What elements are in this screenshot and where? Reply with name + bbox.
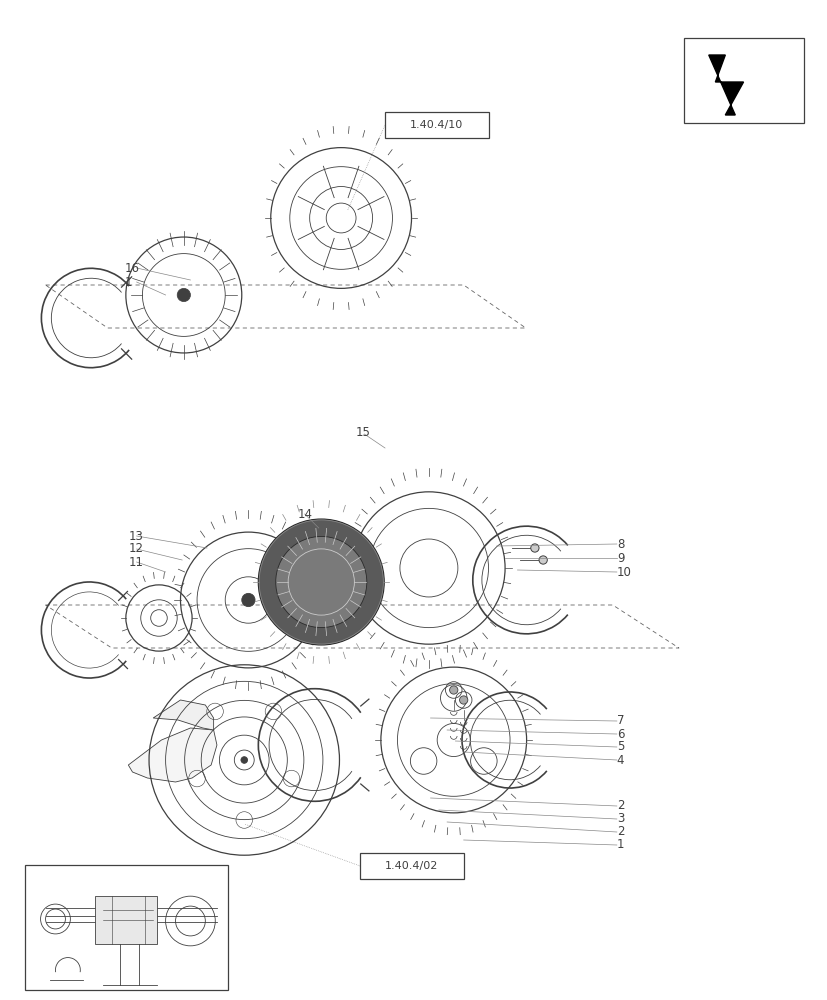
Text: 1: 1	[124, 275, 131, 288]
Text: 9: 9	[616, 552, 624, 564]
Bar	[95, 896, 157, 944]
Circle shape	[275, 536, 366, 628]
Circle shape	[530, 544, 538, 552]
Text: 5: 5	[616, 740, 624, 754]
Text: 1: 1	[616, 838, 624, 851]
Circle shape	[449, 686, 457, 694]
Text: 2: 2	[616, 799, 624, 812]
Text: 1.40.4/02: 1.40.4/02	[385, 861, 438, 871]
Text: 13: 13	[128, 530, 143, 542]
Text: 16: 16	[124, 261, 139, 274]
Text: 12: 12	[128, 542, 143, 556]
Text: 3: 3	[616, 812, 624, 825]
Text: 1.40.4/10: 1.40.4/10	[409, 120, 463, 130]
Polygon shape	[708, 55, 743, 115]
Circle shape	[177, 288, 190, 302]
Bar	[25, 865, 227, 990]
Text: 2: 2	[616, 825, 624, 838]
Text: 11: 11	[128, 556, 143, 568]
Text: 8: 8	[616, 538, 624, 550]
Text: 14: 14	[298, 508, 313, 520]
Text: 10: 10	[616, 566, 631, 578]
Circle shape	[258, 519, 384, 645]
Circle shape	[459, 696, 467, 704]
Bar	[360, 853, 463, 879]
Text: 15: 15	[356, 426, 370, 438]
Circle shape	[538, 556, 547, 564]
Bar	[683, 38, 803, 123]
Text: 6: 6	[616, 728, 624, 740]
Circle shape	[241, 757, 247, 763]
Polygon shape	[153, 700, 213, 730]
Polygon shape	[128, 728, 217, 782]
Text: 7: 7	[616, 714, 624, 728]
Text: 4: 4	[616, 754, 624, 766]
Circle shape	[241, 593, 255, 607]
Bar	[385, 112, 488, 138]
